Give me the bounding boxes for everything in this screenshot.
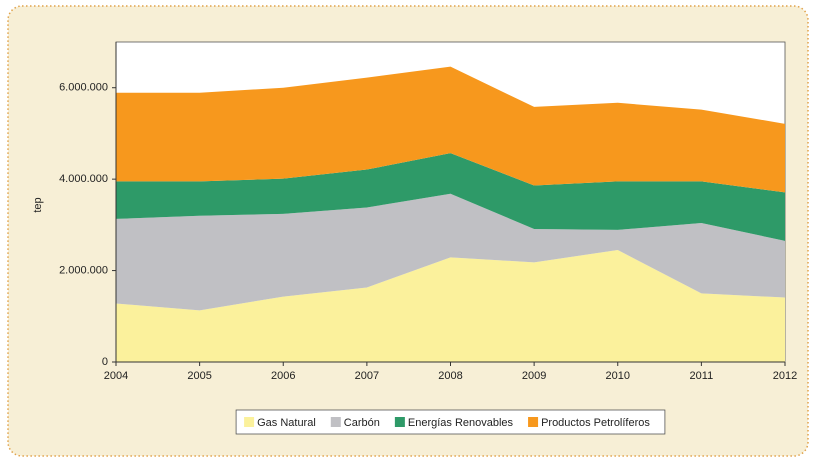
legend-swatch xyxy=(330,417,341,427)
area xyxy=(116,66,785,193)
x-tick-label: 2007 xyxy=(355,370,379,382)
legend-swatch xyxy=(528,417,539,427)
x-tick-label: 2010 xyxy=(606,370,630,382)
y-tick-label: 2.000.000 xyxy=(59,264,108,276)
x-tick-label: 2009 xyxy=(522,370,546,382)
area xyxy=(116,250,785,362)
area xyxy=(116,193,785,311)
legend-swatch xyxy=(244,417,255,427)
legend-label: Gas Natural xyxy=(257,417,316,429)
legend-label: Productos Petrolíferos xyxy=(541,417,650,429)
legend-swatch xyxy=(394,417,405,427)
legend: Gas Natural Carbón Energías Renovables Prod… xyxy=(235,409,666,435)
area xyxy=(116,153,785,241)
legend-box xyxy=(235,409,666,435)
x-tick-label: 2006 xyxy=(271,370,295,382)
legend-label: Energías Renovables xyxy=(408,417,514,429)
legend-label: Carbón xyxy=(344,417,380,429)
x-tick-label: 2008 xyxy=(438,370,462,382)
x-tick-label: 2012 xyxy=(773,370,797,382)
y-tick-label: 0 xyxy=(102,356,108,368)
x-tick-label: 2005 xyxy=(187,370,211,382)
x-tick-label: 2004 xyxy=(104,370,128,382)
y-tick-label: 4.000.000 xyxy=(59,173,108,185)
x-tick-label: 2011 xyxy=(690,370,714,382)
y-tick-label: 6.000.000 xyxy=(59,82,108,94)
y-axis-label: tep xyxy=(32,197,44,212)
